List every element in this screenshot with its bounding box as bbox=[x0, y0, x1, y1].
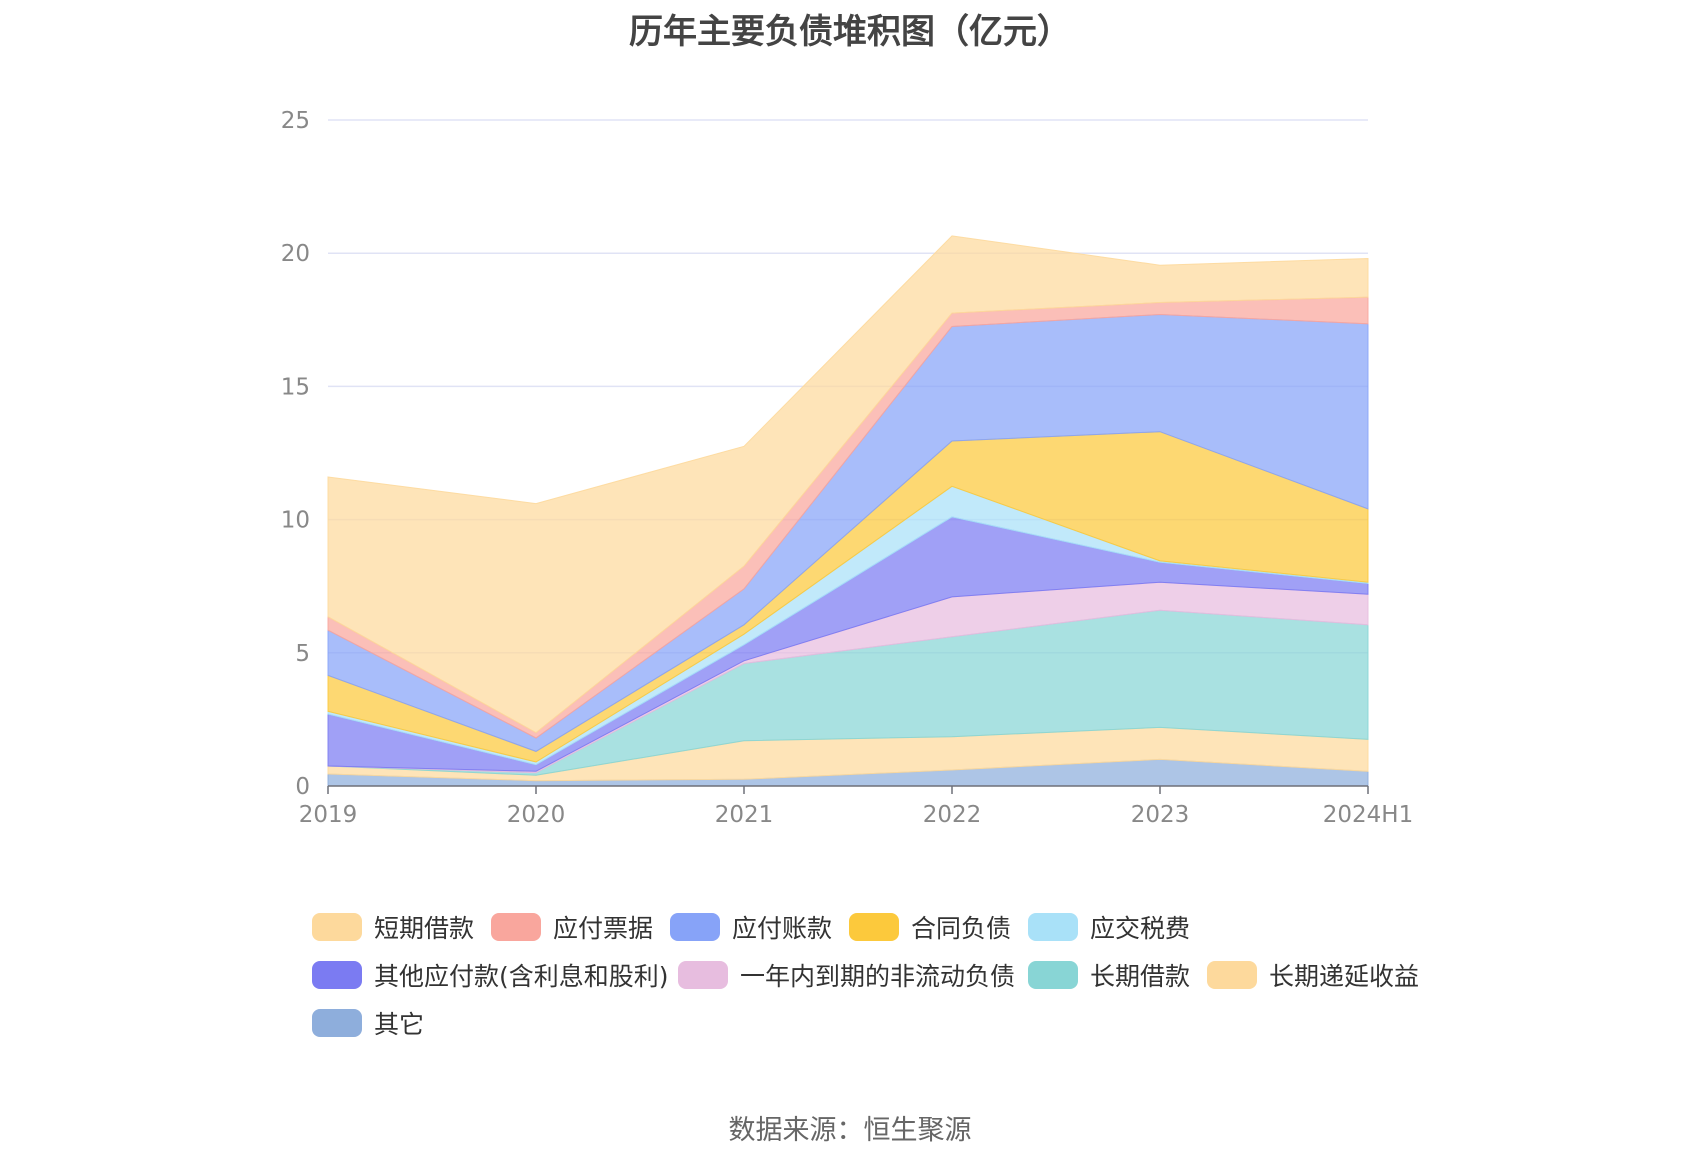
legend-swatch bbox=[491, 913, 541, 941]
area-series-10 bbox=[327, 235, 1369, 734]
legend-label: 应交税费 bbox=[1090, 914, 1191, 943]
legend-swatch bbox=[670, 913, 720, 941]
legend-item[interactable]: 长期递延收益 bbox=[1207, 958, 1419, 992]
legend-label: 其他应付款(含利息和股利) bbox=[374, 962, 669, 991]
axes: 0 5 10 15 20 25 2019 2020 2021 2022 2023 2024H1 bbox=[281, 108, 1414, 828]
data-source-note: 数据来源：恒生聚源 bbox=[728, 1115, 972, 1146]
legend-label: 应付票据 bbox=[553, 914, 654, 943]
legend-item[interactable]: 其它 bbox=[312, 1006, 424, 1040]
legend-label: 其它 bbox=[374, 1010, 425, 1039]
legend-swatch bbox=[849, 913, 899, 941]
legend-swatch bbox=[1028, 913, 1078, 941]
x-tick-label: 2024H1 bbox=[1323, 802, 1413, 828]
legend-item[interactable]: 长期借款 bbox=[1028, 958, 1190, 992]
legend-item[interactable]: 合同负债 bbox=[849, 910, 1011, 944]
legend-label: 一年内到期的非流动负债 bbox=[740, 962, 1016, 991]
y-tick-label: 25 bbox=[281, 108, 310, 134]
legend-swatch bbox=[678, 961, 728, 989]
x-tick-label: 2019 bbox=[299, 802, 358, 828]
legend-item[interactable]: 短期借款 bbox=[312, 910, 474, 944]
legend-label: 应付账款 bbox=[732, 914, 833, 943]
legend-label: 长期借款 bbox=[1090, 962, 1191, 991]
legend-item[interactable]: 应交税费 bbox=[1028, 910, 1190, 944]
chart-title: 历年主要负债堆积图（亿元） bbox=[629, 12, 1071, 52]
y-tick-label: 15 bbox=[281, 374, 310, 400]
x-tick-label: 2022 bbox=[923, 802, 982, 828]
x-tick-label: 2023 bbox=[1131, 802, 1190, 828]
legend-item[interactable]: 一年内到期的非流动负债 bbox=[678, 958, 1015, 992]
legend-item[interactable]: 其他应付款(含利息和股利) bbox=[312, 958, 669, 992]
y-tick-label: 0 bbox=[295, 774, 310, 800]
legend-label: 合同负债 bbox=[911, 914, 1012, 943]
legend-label: 长期递延收益 bbox=[1269, 962, 1420, 991]
y-tick-label: 20 bbox=[281, 241, 310, 267]
x-tick-label: 2021 bbox=[715, 802, 774, 828]
legend-swatch bbox=[312, 913, 362, 941]
y-tick-label: 10 bbox=[281, 508, 310, 534]
legend-swatch bbox=[312, 961, 362, 989]
legend-item[interactable]: 应付账款 bbox=[670, 910, 832, 944]
legend-swatch bbox=[1028, 961, 1078, 989]
area-series bbox=[327, 235, 1369, 787]
legend-swatch bbox=[312, 1009, 362, 1037]
y-tick-label: 5 bbox=[295, 641, 310, 667]
legend-swatch bbox=[1207, 961, 1257, 989]
legend-item[interactable]: 应付票据 bbox=[491, 910, 653, 944]
legend-label: 短期借款 bbox=[374, 914, 475, 943]
x-tick-label: 2020 bbox=[507, 802, 566, 828]
